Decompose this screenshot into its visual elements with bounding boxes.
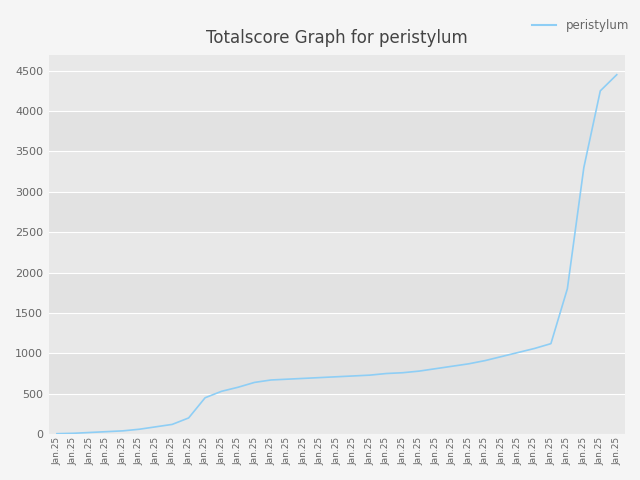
peristylum	[70, 431, 77, 436]
peristylum	[136, 426, 143, 432]
Line: peristylum: peristylum	[57, 75, 617, 434]
peristylum	[267, 377, 275, 383]
peristylum	[168, 421, 176, 427]
peristylum	[366, 372, 374, 378]
peristylum	[498, 354, 506, 360]
peristylum	[53, 431, 61, 437]
Bar	[49, 111, 625, 151]
peristylum	[201, 395, 209, 401]
Bar	[49, 151, 625, 192]
Title: Totalscore Graph for peristylum: Totalscore Graph for peristylum	[206, 29, 468, 48]
Bar	[49, 192, 625, 232]
Bar	[49, 353, 625, 394]
peristylum	[415, 368, 423, 374]
peristylum	[399, 370, 406, 375]
Bar	[49, 273, 625, 313]
peristylum	[185, 415, 193, 421]
Legend: peristylum: peristylum	[528, 14, 634, 37]
peristylum	[300, 375, 308, 381]
peristylum	[251, 380, 259, 385]
peristylum	[481, 358, 489, 363]
peristylum	[102, 429, 110, 434]
peristylum	[531, 346, 538, 351]
peristylum	[465, 361, 472, 367]
peristylum	[218, 388, 225, 394]
Bar	[49, 232, 625, 273]
peristylum	[119, 428, 127, 434]
peristylum	[514, 349, 522, 355]
peristylum	[564, 286, 572, 292]
peristylum	[448, 363, 456, 369]
peristylum	[613, 72, 621, 78]
Bar	[49, 71, 625, 111]
peristylum	[234, 384, 242, 390]
peristylum	[86, 430, 93, 435]
peristylum	[432, 366, 440, 372]
peristylum	[349, 373, 357, 379]
Bar	[49, 313, 625, 353]
peristylum	[596, 88, 604, 94]
peristylum	[284, 376, 291, 382]
Bar	[49, 394, 625, 434]
peristylum	[317, 375, 324, 381]
peristylum	[580, 165, 588, 170]
peristylum	[382, 371, 390, 376]
peristylum	[547, 341, 555, 347]
peristylum	[152, 424, 159, 430]
peristylum	[333, 374, 340, 380]
